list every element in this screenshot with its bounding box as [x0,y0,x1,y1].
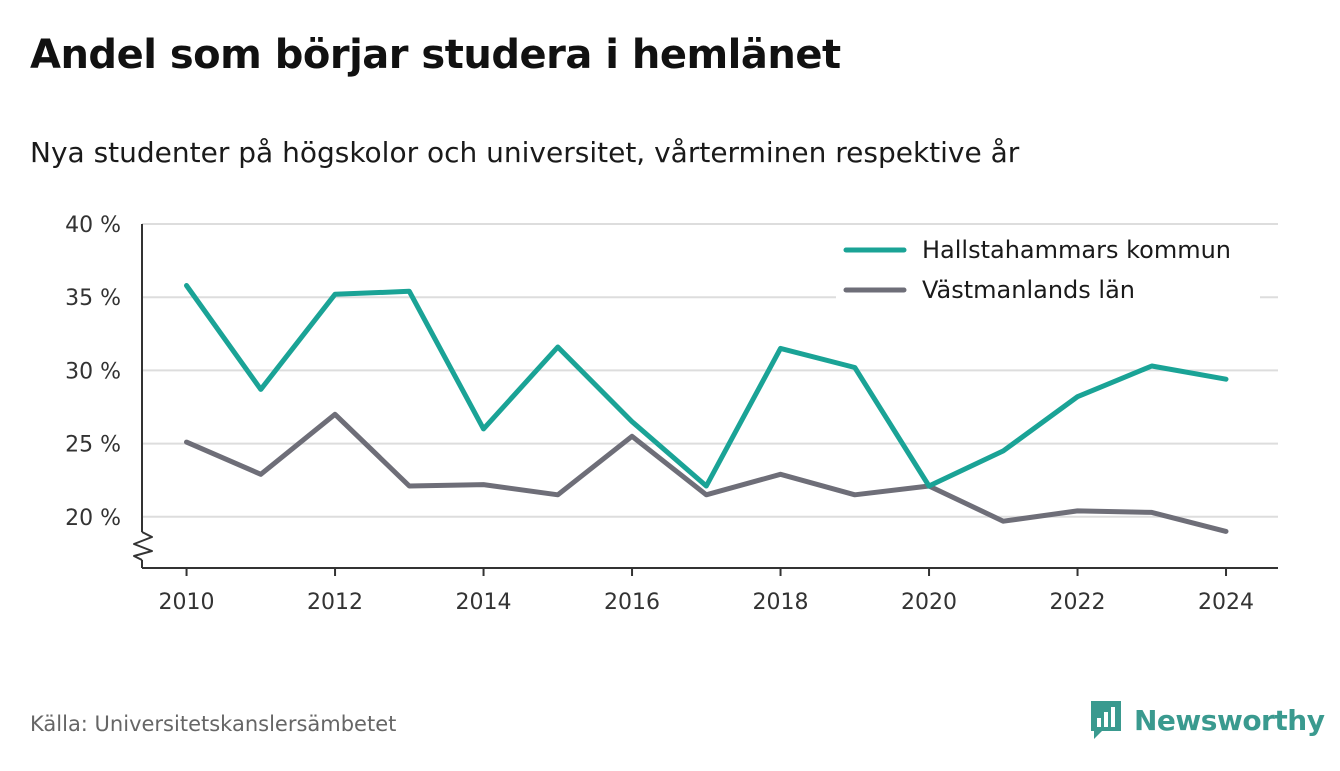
brand-logo: Newsworthy [1088,698,1325,742]
brand-name: Newsworthy [1134,703,1325,737]
series-line-vastmanlands-lan [184,411,1229,534]
y-tick-label-40: 40 % [65,213,121,238]
legend-label-1: Västmanlands län [922,276,1135,304]
source-note: Källa: Universitetskanslersämbetet [30,712,397,736]
x-tick-label-2012: 2012 [307,590,363,615]
x-tick-label-2024: 2024 [1198,590,1254,615]
legend-label-0: Hallstahammars kommun [922,236,1231,264]
y-tick-label-25: 25 % [65,433,121,458]
x-tick-label-2022: 2022 [1050,590,1106,615]
x-tick-label-2016: 2016 [604,590,660,615]
x-axis: 2010 2012 2014 2016 2018 2020 2022 2024 [142,567,1278,615]
y-tick-label-35: 35 % [65,286,121,311]
chart-subtitle: Nya studenter på högskolor och universit… [30,136,1020,169]
series-line-hallstahammars-kommun [184,283,1229,489]
x-tick-label-2014: 2014 [456,590,512,615]
legend-background [836,230,1260,316]
axis-break-marker [133,531,153,561]
series-lines [184,283,1229,534]
y-axis: 20 % 25 % 30 % 35 % 40 % [65,213,153,568]
legend: Hallstahammars kommun Västmanlands län [836,230,1260,316]
y-tick-label-30: 30 % [65,359,121,384]
chart-title: Andel som börjar studera i hemlänet [30,32,841,78]
x-tick-label-2020: 2020 [901,590,957,615]
x-tick-label-2010: 2010 [159,590,215,615]
x-tick-label-2018: 2018 [753,590,809,615]
y-tick-label-20: 20 % [65,506,121,531]
newsworthy-logo-icon [1091,701,1121,739]
